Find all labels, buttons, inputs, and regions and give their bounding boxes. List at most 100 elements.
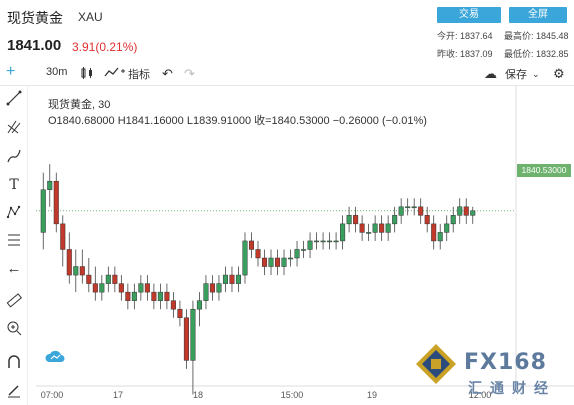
instrument-code: XAU (78, 10, 103, 24)
fx168-logo-icon (416, 344, 456, 384)
line-tool-icon[interactable] (5, 90, 23, 108)
candle-body (40, 189, 46, 233)
candle-body (379, 223, 385, 233)
candle-body (261, 257, 268, 267)
candle-body (196, 300, 202, 310)
candle-body (372, 223, 378, 233)
x-tick-label: 17 (113, 390, 123, 400)
candle (320, 232, 326, 250)
candle-body (418, 206, 424, 216)
fx168-watermark: FX168 汇通财经 (412, 340, 572, 402)
candle-body (470, 210, 476, 216)
x-tick-label: 12:00 (469, 390, 492, 400)
candle-body (294, 249, 300, 259)
chart-symbol-label: 现货黄金, 30 (48, 99, 111, 111)
candle (131, 283, 137, 310)
text-tool-icon[interactable]: T (9, 177, 19, 193)
candle (268, 249, 274, 276)
candle (353, 206, 359, 233)
interval-select[interactable]: 30m (46, 66, 68, 78)
candle-body (105, 274, 111, 284)
zoom-in-icon[interactable] (5, 320, 23, 338)
candle (209, 275, 215, 301)
candle (359, 215, 365, 241)
back-arrow-icon[interactable]: ← (6, 260, 22, 277)
fullscreen-button[interactable]: 全屏 (509, 7, 567, 23)
candle (118, 275, 124, 301)
candle (66, 232, 72, 284)
candlestick-chart[interactable]: 07:00 17 18 15:00 19 12:00 (0, 86, 574, 405)
candle (340, 215, 346, 250)
instrument-title: 现货黄金 (7, 10, 63, 26)
candle (261, 249, 268, 276)
candle (274, 249, 281, 276)
ruler-icon[interactable] (5, 292, 23, 310)
candle-body (60, 223, 66, 250)
candle-body (112, 274, 118, 284)
lock-draw-icon[interactable] (5, 382, 23, 400)
candle (190, 300, 196, 395)
candle (379, 215, 385, 241)
candle-body (274, 257, 281, 267)
redo-icon[interactable]: ↷ (184, 66, 195, 81)
candle (294, 240, 300, 267)
candle (105, 266, 111, 293)
candle-type-icon[interactable] (80, 66, 94, 83)
save-button[interactable]: 保存 (505, 69, 527, 81)
candle-body (340, 223, 346, 242)
fib-tool-icon[interactable] (5, 232, 23, 250)
x-tick-label: 18 (193, 390, 203, 400)
current-price: 1841.00 (7, 37, 62, 54)
candle (411, 198, 417, 216)
candle-body (157, 291, 163, 301)
candle (255, 240, 261, 267)
candle (157, 283, 163, 310)
candle (327, 232, 333, 250)
brush-tool-icon[interactable] (5, 148, 23, 166)
candle (203, 275, 209, 310)
candle (196, 292, 202, 327)
x-tick-label: 07:00 (41, 390, 64, 400)
candle-body (398, 206, 404, 216)
chevron-down-icon[interactable]: ⌄ (532, 69, 540, 79)
candle-body (79, 266, 85, 276)
candle-body (47, 180, 53, 190)
candle (73, 249, 79, 293)
candle-body (92, 283, 98, 293)
indicators-icon[interactable] (104, 66, 126, 83)
candle (398, 198, 404, 224)
magnet-icon[interactable] (5, 354, 23, 372)
candle-body (424, 215, 430, 225)
chart-toolbar: + 30m 指标 ↶ ↷ ☁ 保存 ⌄ ⚙ (0, 62, 574, 86)
candle-body (307, 240, 313, 250)
candle-body (216, 283, 222, 293)
candle-body (66, 249, 72, 276)
candle (47, 164, 53, 207)
gear-icon[interactable]: ⚙ (553, 66, 565, 81)
candle-body (190, 308, 196, 361)
candle-body (268, 257, 274, 267)
x-tick-label: 15:00 (281, 390, 304, 400)
undo-icon[interactable]: ↶ (162, 66, 173, 81)
candle-body (288, 257, 294, 260)
watermark-brand: FX168 (464, 350, 547, 375)
candle (177, 300, 183, 327)
pattern-tool-icon[interactable] (5, 204, 23, 222)
open-price: 今开: 1837.64 (437, 31, 493, 41)
trade-button[interactable]: 交易 (437, 7, 501, 23)
candle-body (203, 283, 209, 301)
candle (450, 206, 456, 233)
candle (457, 198, 463, 224)
candle-body (125, 291, 131, 301)
indicators-label[interactable]: 指标 (128, 69, 150, 81)
pitchfork-tool-icon[interactable] (5, 119, 23, 137)
candle-body (86, 274, 92, 284)
candle (346, 206, 352, 233)
candle-body (405, 206, 411, 209)
cloud-badge-icon[interactable] (44, 348, 66, 369)
cloud-icon[interactable]: ☁ (484, 66, 497, 81)
candle-body (118, 283, 124, 293)
candle-body (457, 206, 463, 216)
candle (242, 232, 248, 284)
crosshair-icon[interactable]: + (6, 63, 16, 80)
